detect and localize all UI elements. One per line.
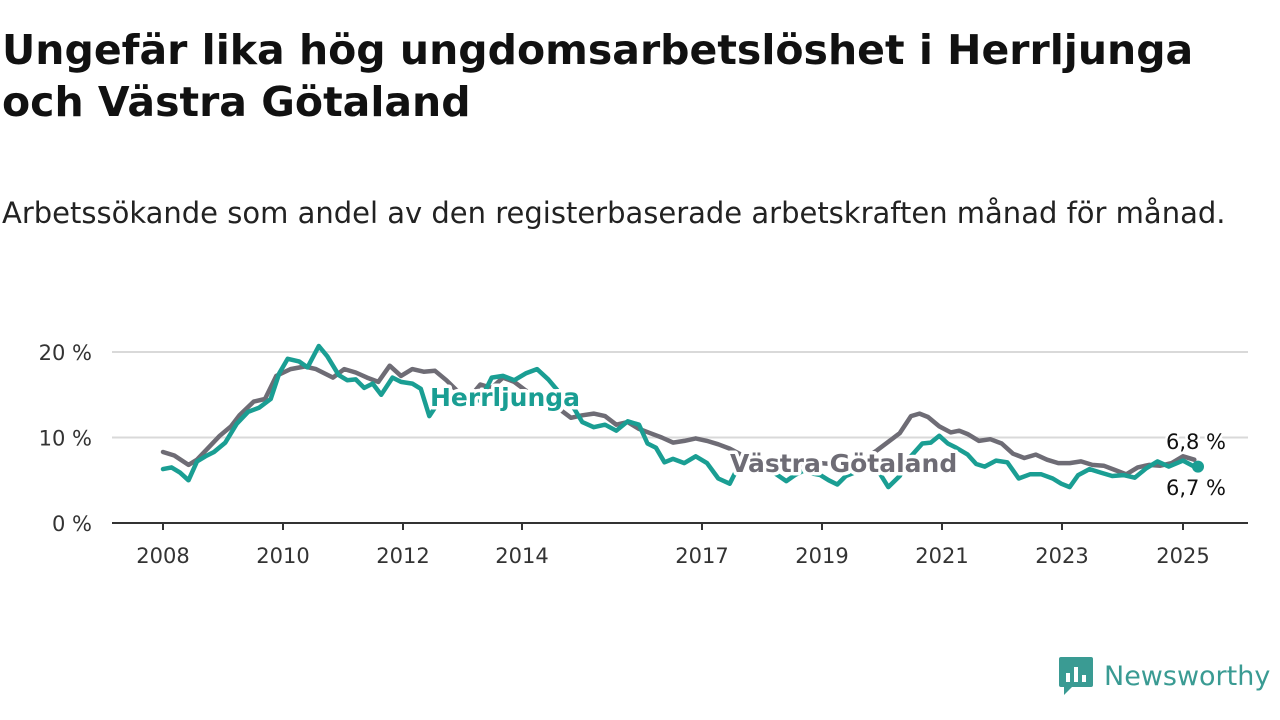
y-axis: 0 % 10 % 20 % [39, 341, 92, 536]
brand-name: Newsworthy [1104, 660, 1271, 692]
y-tick-label: 10 % [39, 427, 92, 451]
x-tick-label: 2019 [795, 544, 848, 568]
series-end-dot [1192, 460, 1204, 473]
grid-lines [112, 351, 1248, 439]
x-tick-label: 2010 [256, 544, 309, 568]
chart-title: Ungefär lika hög ungdomsarbetslöshet i H… [2, 26, 1194, 126]
newsworthy-logo-icon [1059, 657, 1093, 695]
x-tick-label: 2023 [1035, 544, 1088, 568]
series-end-value: 6,7 % [1166, 476, 1226, 500]
series-labels: Västra Götaland Herrljunga 6,8 % 6,7 % [427, 380, 1229, 503]
line-chart: 0 % 10 % 20 % 2008 2010 2012 2014 2017 2019 2021… [39, 341, 1248, 568]
series-name-label: Herrljunga [430, 383, 580, 412]
x-tick-label: 2008 [136, 544, 189, 568]
y-tick-label: 20 % [39, 341, 92, 365]
x-tick-label: 2025 [1156, 544, 1209, 568]
x-tick-label: 2014 [495, 544, 548, 568]
x-tick-label: 2012 [376, 544, 429, 568]
series-end-value: 6,8 % [1166, 430, 1226, 454]
x-axis: 2008 2010 2012 2014 2017 2019 2021 2023 2025 [112, 522, 1248, 568]
brand-logo: Newsworthy [1058, 654, 1270, 698]
x-tick-label: 2021 [915, 544, 968, 568]
x-tick-label: 2017 [675, 544, 728, 568]
series-lines [160, 343, 1204, 490]
series-line-1 [160, 343, 1197, 490]
series-name-label: Västra Götaland [730, 449, 957, 478]
y-tick-label: 0 % [52, 512, 92, 536]
series-line-0 [160, 363, 1197, 477]
chart-subtitle: Arbetssökande som andel av den registerb… [2, 196, 1226, 230]
